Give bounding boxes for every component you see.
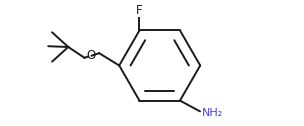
Text: O: O <box>86 49 96 62</box>
Text: F: F <box>136 4 143 17</box>
Text: NH₂: NH₂ <box>202 108 224 118</box>
